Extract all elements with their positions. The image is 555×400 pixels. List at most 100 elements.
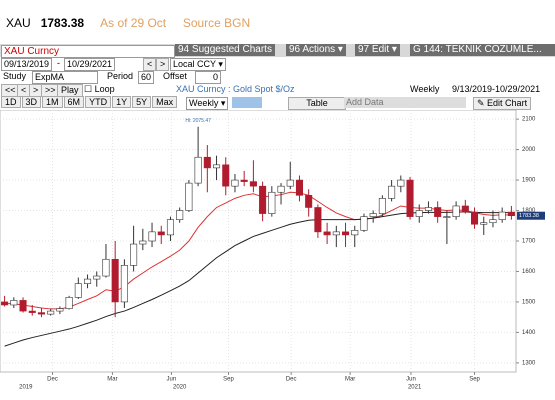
- menu-suggested[interactable]: 94 Suggested Charts: [175, 44, 275, 56]
- candle-body: [240, 179, 248, 182]
- candle-body: [166, 219, 174, 236]
- candle-body: [489, 219, 497, 224]
- add-data[interactable]: Add Data: [344, 97, 466, 108]
- start-date[interactable]: 09/13/2019: [1, 58, 53, 71]
- range-button[interactable]: 1D: [1, 96, 21, 108]
- range-button[interactable]: 1Y: [112, 96, 132, 108]
- candle-body: [443, 216, 451, 218]
- range-button[interactable]: 1M: [42, 96, 63, 108]
- menu-label: Suggested Charts: [191, 44, 272, 55]
- study-select[interactable]: ExpMA: [32, 71, 98, 84]
- as-of: As of 29 Oct: [100, 16, 167, 30]
- end-date[interactable]: 10/29/2021: [64, 58, 116, 71]
- candle-body: [37, 312, 45, 315]
- candle-body: [213, 164, 221, 169]
- edit-chart[interactable]: ✎ Edit Chart: [473, 97, 532, 110]
- menu-label: Edit: [371, 44, 390, 55]
- range-button[interactable]: 3D: [21, 96, 42, 108]
- candle-body: [203, 156, 211, 169]
- chart: 1300 1400 1500 1600 1700 1800 1900 2000 2100 Dec M…: [0, 110, 545, 391]
- date-range: 9/13/2019-10/29/2021: [452, 84, 541, 94]
- y-tick-label: 1900: [522, 178, 536, 184]
- candle-body: [305, 195, 313, 208]
- menu-layout[interactable]: G 144: TEKNIK COZUMLE...: [410, 44, 555, 56]
- menu-label: Actions: [302, 44, 336, 55]
- candle-body: [130, 243, 138, 266]
- x-tick-label: Sep: [469, 377, 480, 383]
- table-button[interactable]: Table: [288, 97, 346, 110]
- candle-body: [295, 179, 303, 196]
- range-button[interactable]: Max: [152, 96, 178, 108]
- offset-input[interactable]: 0: [195, 71, 221, 84]
- period-input[interactable]: 60: [138, 71, 155, 84]
- ticker: XAU: [6, 16, 31, 30]
- range-button[interactable]: 6M: [63, 96, 85, 108]
- candle-body: [277, 185, 285, 193]
- last-price: 1783.38: [519, 213, 539, 219]
- price: 1783.38: [40, 16, 85, 30]
- candle-body: [65, 297, 73, 309]
- header: XAU 1783.38 As of 29 Oct Source BGN: [6, 16, 250, 30]
- offset-label: Offset: [163, 71, 187, 81]
- line-series: [4, 211, 512, 347]
- candle-body: [268, 191, 276, 214]
- currency: Local CCY: [173, 59, 216, 69]
- candle-body: [47, 310, 55, 315]
- range-button[interactable]: YTD: [85, 96, 112, 108]
- candle-body: [28, 310, 36, 313]
- candle-body: [480, 222, 488, 225]
- annotation: Hi: 2075.47: [185, 118, 211, 124]
- loop-checkbox[interactable]: ☐ Loop: [84, 84, 115, 94]
- x-tick-label: Mar: [345, 377, 355, 383]
- candle-body: [498, 211, 506, 220]
- y-tick-label: 1800: [522, 208, 536, 214]
- frequency-select[interactable]: Weekly ▾: [186, 97, 229, 110]
- candle-body: [397, 179, 405, 187]
- candle-body: [56, 308, 64, 312]
- y-tick-label: 1300: [522, 360, 536, 366]
- next-button[interactable]: >: [156, 58, 170, 71]
- candle-body: [185, 182, 193, 211]
- candle-body: [74, 283, 82, 298]
- candle-body: [332, 231, 340, 236]
- study-label: Study: [3, 71, 27, 81]
- description: XAU Curncy : Gold Spot $/Oz: [176, 84, 295, 94]
- candle-body: [139, 240, 147, 245]
- candle-body: [507, 211, 515, 217]
- color-swatch[interactable]: [232, 97, 262, 108]
- period-label: Period: [107, 71, 134, 81]
- candle-body: [157, 231, 165, 236]
- candle-body: [406, 179, 414, 217]
- currency-select[interactable]: Local CCY ▾: [170, 58, 226, 71]
- range-button[interactable]: 5Y: [132, 96, 152, 108]
- loop-label: Loop: [94, 84, 115, 94]
- source: Source BGN: [182, 16, 251, 30]
- candle-body: [351, 230, 359, 236]
- candle-body: [471, 211, 479, 225]
- x-tick-label: Jun: [167, 377, 177, 383]
- year-label: 2019: [19, 385, 33, 391]
- date-separator: -: [57, 58, 60, 68]
- candle-body: [194, 156, 202, 184]
- x-tick-label: Mar: [107, 377, 117, 383]
- y-tick-label: 1700: [522, 239, 536, 245]
- security-input[interactable]: XAU Curncy: [1, 45, 175, 58]
- candle-body: [1, 301, 9, 306]
- candle-body: [424, 207, 432, 211]
- prev-button[interactable]: <: [143, 58, 157, 71]
- x-tick-label: Dec: [286, 377, 297, 383]
- candle-body: [102, 258, 110, 277]
- menu-actions[interactable]: 96 Actions ▾: [286, 44, 346, 56]
- candle-body: [93, 275, 101, 280]
- candle-body: [415, 210, 423, 217]
- y-tick-label: 1600: [522, 269, 536, 275]
- candle-body: [378, 198, 386, 214]
- candle-body: [19, 300, 27, 312]
- menu-number: 97: [358, 44, 370, 55]
- last-price-box: [517, 211, 545, 220]
- x-tick-label: Sep: [223, 377, 234, 383]
- candle-body: [369, 213, 377, 217]
- candle-body: [323, 231, 331, 236]
- candle-body: [222, 164, 230, 187]
- menu-edit[interactable]: 97 Edit ▾: [355, 44, 400, 56]
